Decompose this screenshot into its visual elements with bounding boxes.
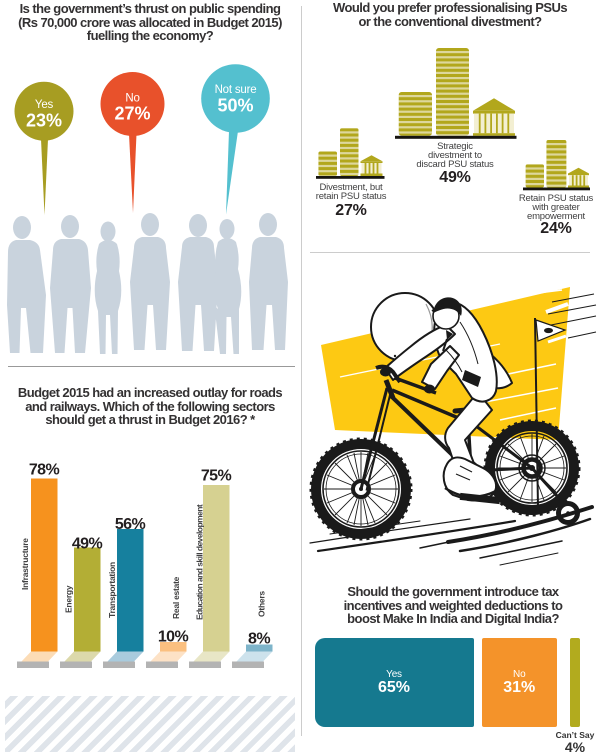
svg-text:Not sure: Not sure xyxy=(215,84,257,96)
svg-text:10%: 10% xyxy=(158,629,189,646)
svg-text:Yes: Yes xyxy=(35,99,54,111)
svg-text:Infrastructure: Infrastructure xyxy=(20,538,30,590)
svg-text:23%: 23% xyxy=(26,111,62,131)
svg-text:Transportation: Transportation xyxy=(107,562,117,618)
svg-text:Energy: Energy xyxy=(64,585,74,613)
svg-text:75%: 75% xyxy=(201,468,232,485)
svg-text:49%: 49% xyxy=(72,536,103,553)
svg-text:No: No xyxy=(125,93,139,105)
svg-text:50%: 50% xyxy=(217,96,253,116)
svg-text:Education and skill developmen: Education and skill development xyxy=(195,504,205,620)
svg-text:Others: Others xyxy=(257,591,267,617)
svg-text:8%: 8% xyxy=(248,631,270,648)
svg-text:56%: 56% xyxy=(115,516,146,533)
svg-text:Real estate: Real estate xyxy=(171,576,181,619)
svg-text:27%: 27% xyxy=(114,104,150,124)
svg-text:78%: 78% xyxy=(29,462,60,479)
